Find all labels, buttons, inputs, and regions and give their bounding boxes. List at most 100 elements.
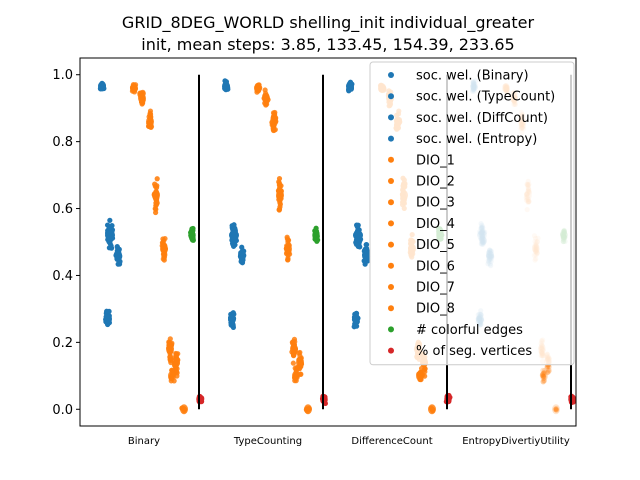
- y-axis: 0.0 0.2 0.4 0.6 0.8 1.0: [52, 68, 80, 418]
- data-point: [553, 406, 559, 412]
- legend-marker: [388, 262, 394, 269]
- cluster-center: [292, 370, 300, 381]
- data-point: [418, 365, 425, 372]
- data-point: [553, 407, 560, 413]
- chart-title: GRID_8DEG_WORLD shelling_init individual…: [122, 13, 535, 33]
- x-tick-label: DifferenceCount: [351, 436, 432, 447]
- data-point: [152, 181, 158, 187]
- legend-marker: [388, 199, 394, 206]
- y-tick-label: 0.0: [52, 403, 73, 418]
- data-point: [162, 235, 168, 242]
- legend-marker: [388, 220, 394, 227]
- legend-marker: [388, 284, 394, 290]
- legend-label: soc. wel. (TypeCount): [416, 90, 555, 105]
- data-point: [553, 405, 559, 412]
- cluster-center: [540, 370, 548, 381]
- legend-label: DIO_5: [416, 238, 455, 253]
- legend-label: DIO_6: [416, 259, 455, 274]
- data-point: [541, 375, 547, 381]
- data-point: [540, 373, 547, 379]
- cluster-center: [138, 93, 146, 104]
- data-point: [539, 371, 546, 378]
- data-point: [540, 379, 546, 385]
- data-point: [552, 406, 558, 413]
- cluster-center: [296, 357, 304, 368]
- cluster-center: [172, 357, 180, 368]
- data-point: [540, 373, 547, 380]
- data-point: [354, 223, 360, 230]
- legend-label: soc. wel. (Entropy): [416, 132, 537, 147]
- x-tick-label: Binary: [128, 436, 160, 447]
- x-tick-label: TypeCounting: [233, 436, 302, 447]
- legend-label: % of seg. vertices: [416, 344, 532, 359]
- data-point: [239, 244, 245, 250]
- y-tick-label: 1.0: [52, 68, 73, 83]
- cluster-center: [238, 250, 246, 261]
- data-point: [231, 222, 237, 228]
- data-point: [353, 241, 360, 247]
- data-point: [546, 368, 552, 375]
- data-point: [544, 365, 550, 371]
- y-tick-label: 0.6: [52, 202, 73, 217]
- data-point: [293, 366, 299, 373]
- cluster-center: [362, 250, 370, 261]
- legend-marker: [388, 241, 394, 248]
- data-point: [292, 339, 298, 345]
- cluster-center: [304, 404, 312, 415]
- legend-marker: [388, 135, 394, 142]
- data-point: [167, 358, 174, 364]
- cluster-center: [105, 230, 115, 241]
- data-point: [107, 217, 113, 223]
- cluster-center: [254, 83, 262, 94]
- legend-marker: [388, 347, 394, 354]
- legend-label: DIO_1: [416, 153, 455, 168]
- cluster-center: [229, 230, 239, 241]
- data-point: [541, 367, 548, 374]
- legend-label: DIO_4: [416, 217, 455, 232]
- data-point: [541, 374, 548, 380]
- cluster-center: [353, 230, 363, 241]
- legend-label: soc. wel. (Binary): [416, 69, 529, 84]
- data-point: [271, 127, 277, 134]
- y-tick-label: 0.4: [52, 269, 73, 284]
- data-point: [285, 257, 291, 263]
- data-point: [545, 369, 551, 375]
- cluster-center: [346, 81, 354, 92]
- data-point: [285, 237, 291, 244]
- data-point: [153, 206, 159, 212]
- cluster-center: [114, 250, 122, 261]
- data-point: [544, 370, 550, 376]
- data-point: [540, 370, 546, 377]
- data-point: [542, 369, 548, 376]
- data-point: [541, 372, 547, 378]
- data-point: [154, 200, 160, 206]
- chart-subtitle: init, mean steps: 3.85, 133.45, 154.39, …: [141, 35, 514, 54]
- cluster-center: [312, 230, 320, 241]
- cluster-center: [98, 81, 106, 92]
- legend-box: [369, 61, 575, 366]
- data-point: [276, 185, 283, 191]
- y-tick-label: 0.8: [52, 135, 73, 150]
- cluster-center: [552, 404, 560, 415]
- legend-marker: [388, 156, 394, 163]
- cluster-center: [166, 344, 174, 355]
- data-point: [147, 111, 153, 117]
- cluster-center: [290, 344, 298, 355]
- data-point: [175, 351, 181, 357]
- legend-label: DIO_8: [416, 302, 455, 317]
- data-point: [541, 378, 547, 384]
- legend-marker: [388, 305, 394, 312]
- cluster-center: [352, 313, 360, 324]
- cluster-center: [152, 190, 160, 201]
- data-point: [553, 407, 559, 413]
- data-point: [540, 373, 546, 379]
- data-point: [540, 379, 546, 385]
- data-point: [108, 245, 115, 251]
- data-point: [363, 242, 369, 248]
- data-point: [290, 360, 296, 366]
- legend-label: DIO_7: [416, 281, 455, 296]
- legend-label: # colorful edges: [416, 323, 523, 338]
- data-point: [276, 206, 283, 212]
- legend-marker: [388, 178, 394, 184]
